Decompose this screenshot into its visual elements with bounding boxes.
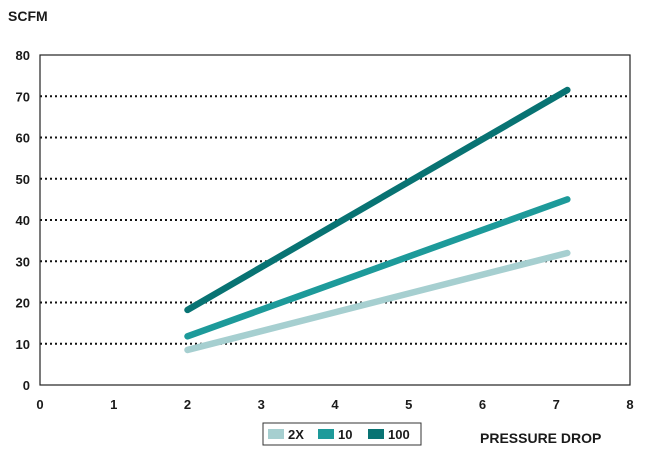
legend-box [262, 422, 422, 446]
y-tick-label: 40 [16, 213, 30, 228]
x-tick-label: 1 [110, 397, 117, 412]
y-tick-label: 30 [16, 254, 30, 269]
y-tick-label: 0 [23, 378, 30, 393]
x-tick-label: 7 [553, 397, 560, 412]
plot-frame [39, 54, 631, 386]
y-axis-title: SCFM [8, 8, 48, 24]
x-tick-labels: 0 1 2 3 4 5 6 7 8 [36, 397, 633, 412]
y-tick-labels: 0 10 20 30 40 50 60 70 80 [16, 48, 30, 393]
y-tick-label: 70 [16, 89, 30, 104]
x-tick-label: 5 [405, 397, 412, 412]
legend-swatch-100 [368, 429, 384, 439]
legend-swatch-10 [318, 429, 334, 439]
y-tick-label: 10 [16, 337, 30, 352]
x-tick-label: 0 [36, 397, 43, 412]
x-tick-label: 2 [184, 397, 191, 412]
y-tick-label: 50 [16, 172, 30, 187]
series-line-2x [184, 249, 571, 354]
series-line-100 [184, 86, 571, 314]
series-line-10 [184, 196, 571, 340]
y-tick-label: 20 [16, 296, 30, 311]
x-axis-title: PRESSURE DROP [480, 430, 601, 446]
x-tick-label: 3 [258, 397, 265, 412]
x-tick-label: 6 [479, 397, 486, 412]
legend-swatch-2x [268, 429, 284, 439]
series-lines [184, 86, 571, 354]
legend-label-100: 100 [388, 427, 410, 442]
legend-label-2x: 2X [288, 427, 304, 442]
x-tick-label: 8 [626, 397, 633, 412]
legend: 2X 10 100 [262, 422, 422, 446]
legend-label-10: 10 [338, 427, 352, 442]
x-tick-label: 4 [331, 397, 339, 412]
y-tick-label: 80 [16, 48, 30, 63]
grid-lines [40, 95, 630, 345]
y-tick-label: 60 [16, 131, 30, 146]
